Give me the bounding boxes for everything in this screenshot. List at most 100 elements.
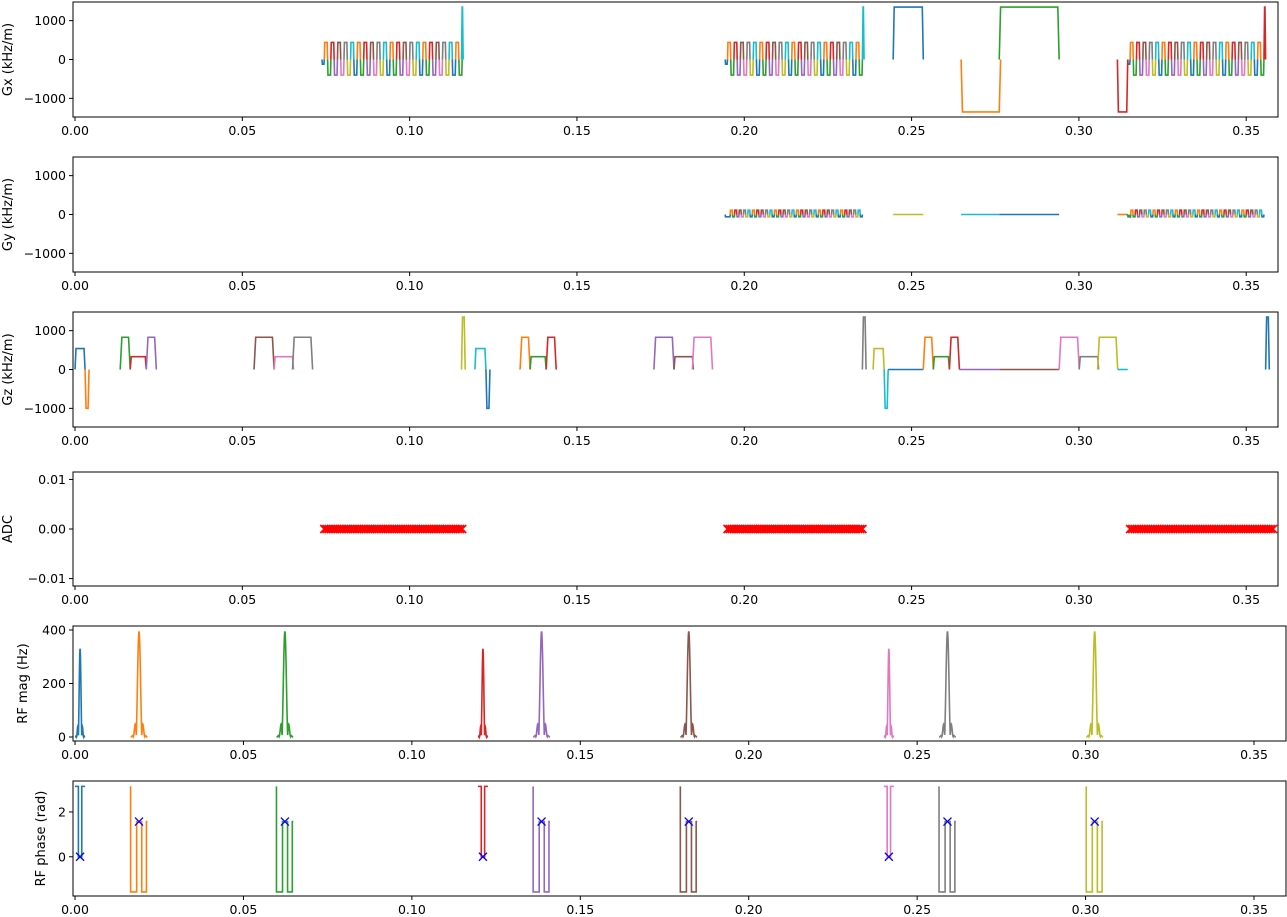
gradient-lobe xyxy=(813,209,817,215)
gradient-lobe xyxy=(1238,214,1243,218)
waveform-segment xyxy=(275,786,294,893)
gradient-lobe xyxy=(1167,214,1172,218)
x-tick-label: 0.15 xyxy=(563,592,591,607)
gradient-lobe xyxy=(777,209,782,215)
gradient-lobe xyxy=(451,59,457,76)
x-tick-label: 0.00 xyxy=(61,433,89,448)
waveform-segment xyxy=(1116,59,1129,113)
gradient-lobe xyxy=(769,209,773,215)
gradient-lobe xyxy=(765,41,771,60)
x-tick-label: 0.15 xyxy=(566,902,594,917)
gradient-lobe xyxy=(729,209,734,215)
gradient-lobe xyxy=(852,209,857,215)
x-tick-label: 0.15 xyxy=(563,278,591,293)
gradient-lobe xyxy=(790,41,796,60)
gradient-lobe xyxy=(826,59,832,76)
x-tick-label: 0.15 xyxy=(563,123,591,138)
gradient-lobe xyxy=(1186,41,1192,60)
adc-sample-marker xyxy=(455,524,465,534)
gradient-lobe xyxy=(803,41,809,60)
gradient-lobe xyxy=(441,41,447,60)
gradient-lobe xyxy=(781,59,787,76)
gradient-lobe xyxy=(794,59,799,76)
rf-pulse xyxy=(939,631,956,739)
gradient-lobe xyxy=(850,214,855,218)
gradient-lobe xyxy=(724,214,732,218)
gradient-lobe xyxy=(819,59,825,76)
gradient-lobe xyxy=(1138,209,1143,215)
gradient-lobe xyxy=(1167,41,1173,60)
gradient-lobe xyxy=(1243,214,1247,218)
gradient-lobe xyxy=(1138,59,1144,76)
gradient-lobe xyxy=(454,41,460,60)
gradient-lobe xyxy=(804,209,809,215)
gradient-lobe xyxy=(1183,59,1189,76)
gradient-lobe xyxy=(1253,59,1259,76)
gradient-lobe xyxy=(1205,209,1210,215)
waveform-segment xyxy=(129,786,148,893)
waveform-segment xyxy=(119,336,132,370)
x-tick-label: 0.05 xyxy=(230,902,258,917)
gradient-lobe xyxy=(808,209,813,215)
gradient-lobe xyxy=(330,41,335,60)
gradient-lobe xyxy=(1209,209,1214,215)
gradient-lobe xyxy=(830,209,835,215)
gradient-lobe xyxy=(823,41,828,60)
gradient-lobe xyxy=(1180,41,1186,60)
gradient-lobe xyxy=(1224,41,1230,60)
gradient-lobe xyxy=(771,214,776,218)
gradient-lobe xyxy=(1234,214,1239,218)
gradient-lobe xyxy=(1203,214,1208,218)
waveform-segment xyxy=(1085,786,1104,893)
waveform-segment xyxy=(477,785,488,858)
gradient-lobe xyxy=(1207,214,1212,218)
gradient-lobe xyxy=(835,209,839,215)
gradient-lobe xyxy=(1202,59,1208,76)
panel-1: Gx (kHz/m) 1000 0 −1000 0.00 0.05 0.10 0.15 0.20… xyxy=(1,1,1279,138)
gradient-lobe xyxy=(333,59,339,76)
x-tick-label: 0.05 xyxy=(228,433,256,448)
gradient-lobe xyxy=(1200,209,1205,215)
x-tick-label: 0.30 xyxy=(1065,278,1093,293)
gradient-lobe xyxy=(774,59,780,76)
waveform-segment xyxy=(1058,336,1081,370)
gradient-lobe xyxy=(832,59,838,76)
axes-frame xyxy=(72,780,1287,897)
gradient-lobe xyxy=(366,59,372,76)
gradient-lobe xyxy=(859,214,864,218)
gradient-lobe xyxy=(1156,209,1161,215)
gradient-lobe xyxy=(807,59,812,76)
axes-frame xyxy=(72,471,1279,587)
y-tick-label: 0 xyxy=(58,52,66,67)
gradient-lobe xyxy=(399,59,404,76)
gradient-lobe xyxy=(837,214,842,218)
gradient-lobe xyxy=(1192,209,1196,215)
gradient-lobe xyxy=(323,41,329,60)
gradient-lobe xyxy=(1136,214,1141,218)
waveform-segment xyxy=(861,316,867,370)
gradient-lobe xyxy=(1177,59,1182,76)
y-tick-label: 1000 xyxy=(34,323,66,338)
gradient-lobe xyxy=(742,59,748,76)
adc-sample-marker xyxy=(855,524,865,534)
gradient-lobe xyxy=(1208,59,1214,76)
waveform-segment xyxy=(145,336,158,370)
waveform-segment xyxy=(883,785,894,858)
y-tick-label: 2 xyxy=(58,804,66,819)
y-tick-label: 0.01 xyxy=(38,472,66,487)
gradient-lobe xyxy=(1142,41,1147,60)
gradient-lobe xyxy=(1185,214,1190,218)
gradient-lobe xyxy=(802,214,806,218)
gradient-lobe xyxy=(851,59,857,76)
waveform-segment xyxy=(75,785,86,858)
gradient-lobe xyxy=(738,209,743,215)
gradient-lobe xyxy=(1174,209,1179,215)
gradient-lobe xyxy=(1169,209,1174,215)
adc-sample-marker xyxy=(1266,524,1276,534)
x-tick-label: 0.20 xyxy=(735,902,763,917)
rf-pulse xyxy=(1086,631,1104,739)
phase-marker xyxy=(943,817,952,827)
gradient-lobe xyxy=(1218,209,1223,215)
plot-area xyxy=(319,524,1278,534)
